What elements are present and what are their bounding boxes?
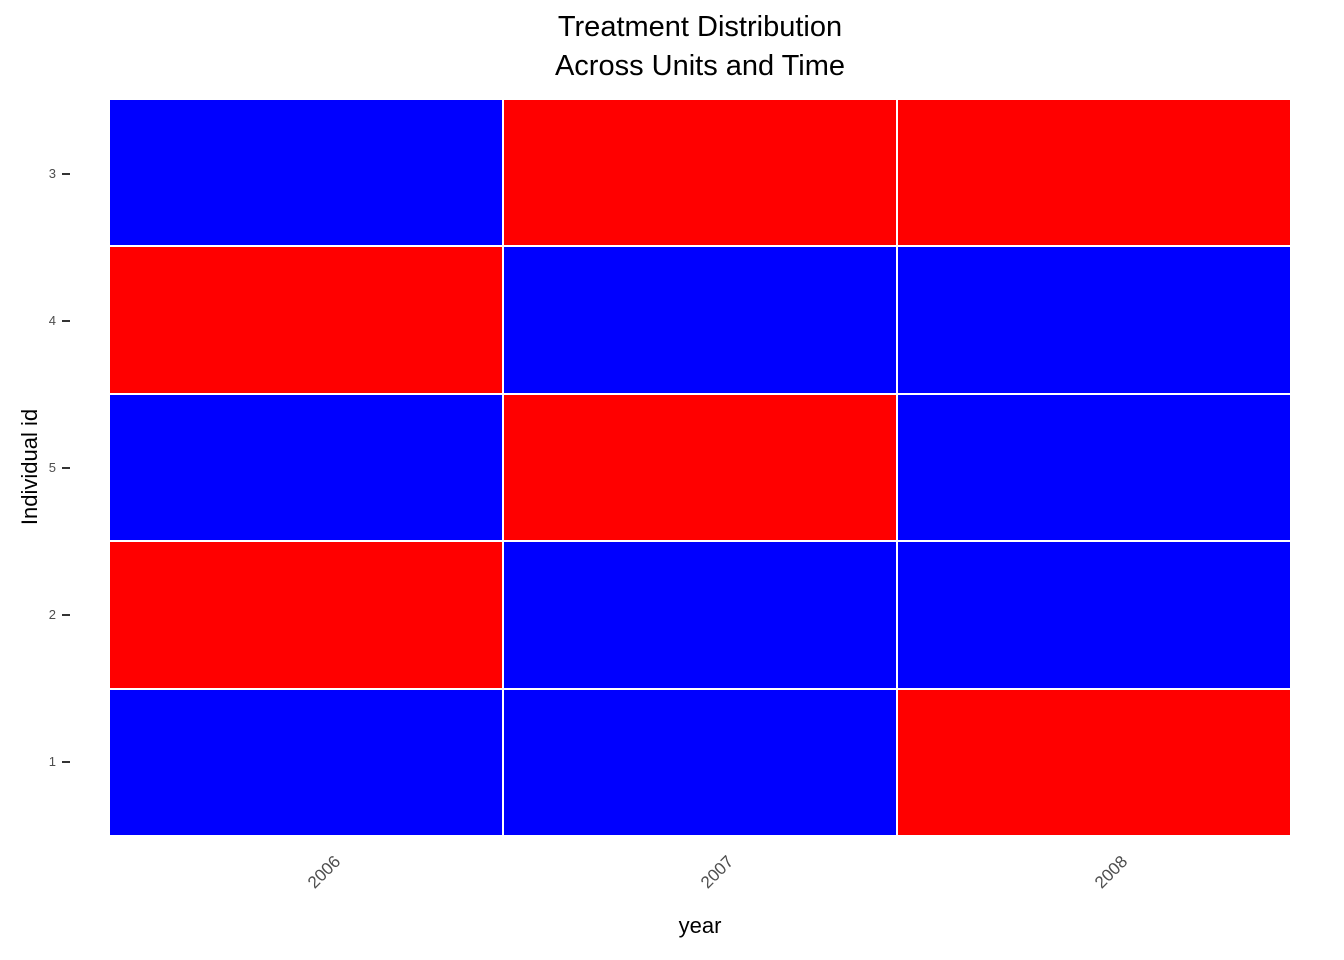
chart-title-line2: Across Units and Time	[554, 50, 846, 82]
heatmap-cell-id3-2008	[898, 100, 1290, 246]
chart-title-line1: Treatment Distribution	[557, 11, 843, 43]
heatmap-cell-id5-2006	[110, 394, 502, 541]
heatmap-cell-id5-2008	[898, 394, 1290, 541]
y-tick-mark-5	[62, 466, 70, 469]
y-tick-mark-1	[62, 760, 70, 763]
heatmap-cell-id2-2008	[898, 542, 1290, 688]
heatmap-cell-id5-2007	[504, 394, 896, 541]
heatmap-cell-id3-2006	[110, 100, 502, 246]
y-tick-label-1: 1	[48, 754, 56, 769]
heatmap-cell-id1-2007	[504, 689, 896, 835]
heatmap-cell-id1-2008	[898, 689, 1290, 835]
y-tick-mark-3	[62, 172, 70, 175]
chart-title: Treatment Distribution Across Units and …	[110, 8, 1290, 86]
heatmap-cell-id2-2007	[504, 542, 896, 688]
y-axis-title: Individual id	[17, 408, 42, 526]
y-tick-label-5: 5	[48, 460, 56, 475]
y-tick-label-4: 4	[48, 313, 56, 328]
heatmap-cell-id4-2008	[898, 247, 1290, 393]
x-tick-label-2007: 2007	[697, 852, 738, 893]
heatmap-cell-id2-2006	[110, 542, 502, 688]
x-tick-label-2006: 2006	[303, 852, 345, 893]
x-tick-label-2008: 2008	[1090, 852, 1131, 893]
y-tick-label-2: 2	[48, 607, 56, 622]
y-tick-label-3: 3	[48, 166, 56, 181]
heatmap-cell-id4-2006	[110, 247, 502, 393]
heatmap-cell-id3-2007	[504, 100, 896, 246]
heatmap-panel	[110, 100, 1290, 835]
heatmap-cell-id4-2007	[504, 247, 896, 393]
y-tick-mark-2	[62, 613, 70, 616]
x-axis-title: year	[678, 913, 722, 938]
y-tick-mark-4	[62, 319, 70, 322]
heatmap-cell-id1-2006	[110, 689, 502, 835]
